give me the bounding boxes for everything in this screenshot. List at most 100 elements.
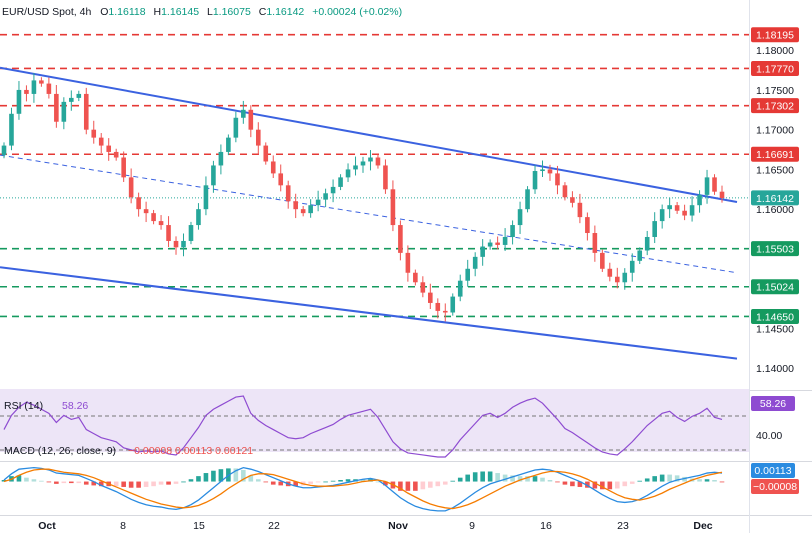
macd-histogram-bar [196,476,201,482]
macd-histogram-bar [420,481,426,490]
candle-body [233,117,239,138]
candle-body [248,109,254,130]
candle-body [151,213,156,222]
candle-body [9,113,14,146]
y-tick-label: 1.14500 [756,323,794,335]
macd-histogram-bar [600,481,605,490]
y-tick-label: 1.17000 [756,125,794,137]
candle-body [218,151,224,166]
candle-body [16,89,22,114]
macd-histogram-bar [472,472,478,482]
macd-histogram-bar [241,469,246,482]
support-label: 1.14650 [756,311,794,323]
candle-body [525,189,530,210]
candle-body [83,93,89,130]
candle-body [24,89,29,94]
macd-histogram-bar [435,481,441,487]
resistance-badge [751,60,799,76]
candle-body [532,171,538,190]
macd-histogram-bar [644,478,650,482]
macd-histogram-bar [263,481,269,483]
macd-label: MACD (12, 26, close, 9) [4,445,116,457]
macd-histogram-bar [510,475,515,482]
rsi-label: RSI (14) [4,400,43,412]
macd-histogram-bar [83,481,89,485]
candle-body [98,137,104,146]
macd-histogram-bar [637,480,643,482]
macd-histogram-bar [457,477,463,482]
candle-body [69,97,74,102]
hist-value-badge [751,479,799,494]
candle-body [472,256,478,269]
high-value: 1.16145 [161,6,199,18]
macd-histogram-bar [697,479,702,482]
support-label: 1.15024 [756,282,794,294]
candle-body [540,169,545,172]
x-tick-label: Oct [38,520,56,532]
resistance-badge [751,98,799,114]
candle-body [143,209,149,214]
macd-histogram-bar [652,476,657,482]
macd-histogram-bar [248,475,254,482]
macd-histogram-bar [233,468,239,482]
candle-body [383,165,388,190]
macd-histogram-bar [398,481,403,491]
candle-body [600,252,605,269]
macd-histogram-bar [682,476,687,482]
symbol-label: EUR/USD Spot, 4h [2,6,91,18]
candle-body [457,280,463,297]
channel-mid-line [0,154,738,274]
candle-body [547,169,553,174]
candle-body [263,145,269,162]
candle-body [323,193,328,200]
macd-histogram-bar [622,481,628,487]
candle-body [570,197,575,203]
close-value: 1.16142 [266,6,304,18]
macd-histogram-bar [667,474,672,482]
rsi-value-badge-text: 58.26 [760,398,786,410]
candle-body [158,221,164,226]
open-prefix: O [100,6,108,18]
macd-histogram-bar [629,481,635,484]
candle-body [622,272,628,283]
macd-histogram-bar [532,476,538,482]
candle-body [121,157,126,178]
hist-value-badge-text: −0.00008 [753,481,797,493]
candle-body [659,209,665,222]
last-price-badge [751,190,799,206]
candle-body [338,177,343,187]
candle-body [368,157,373,162]
candle-body [577,202,583,218]
candle-body [637,250,643,261]
candle-body [405,252,411,273]
candle-body [255,129,261,146]
candle-body [308,205,313,214]
macd-histogram-bar [323,481,328,483]
rsi-value-badge [751,396,795,411]
candle-body [278,173,284,186]
macd-histogram-bar [69,481,74,484]
resistance-badge [751,146,799,162]
macd-histogram-bar [540,477,545,482]
candle-body [345,169,351,178]
candle-body [510,225,515,237]
macd-histogram-bar [255,479,261,482]
macd-histogram-bar [607,481,613,490]
candle-body [487,242,493,247]
candle-body [517,209,523,226]
candle-body [442,310,448,313]
channel-line [0,266,738,360]
y-tick-label: 1.18000 [756,45,794,57]
candle-body [360,161,366,166]
signal-line [3,468,723,510]
macd-histogram-bar [91,481,97,486]
macd-histogram-bar [39,480,44,482]
macd-histogram-bar [570,481,575,487]
candle-body [450,296,456,313]
x-tick-label: 8 [120,520,126,532]
macd-histogram-bar [562,481,568,485]
macd-histogram-bar [211,470,216,482]
macd-histogram-bar [121,481,126,487]
